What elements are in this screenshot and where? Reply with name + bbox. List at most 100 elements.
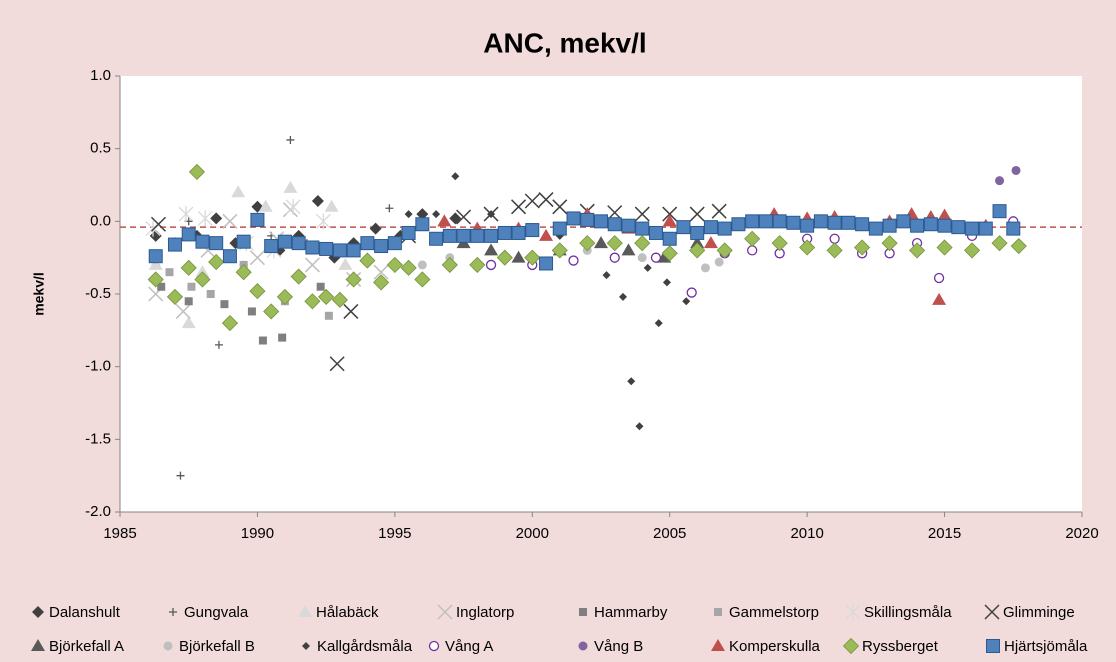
legend-label: Gammelstorp — [729, 604, 819, 621]
marker — [214, 340, 223, 349]
legend-marker — [845, 604, 861, 620]
y-tick-label: 0.5 — [90, 140, 111, 157]
x-tick-label: 2000 — [516, 525, 549, 542]
marker — [345, 271, 362, 288]
marker — [148, 249, 163, 264]
legend-label: Gungvala — [184, 604, 249, 621]
marker — [451, 172, 460, 181]
x-tick-label: 1995 — [378, 525, 411, 542]
marker — [487, 210, 496, 219]
marker — [497, 225, 512, 240]
marker — [222, 249, 237, 264]
marker — [157, 282, 166, 291]
marker — [437, 214, 452, 227]
marker — [184, 297, 193, 306]
marker — [400, 259, 417, 276]
marker — [995, 176, 1005, 186]
legend-marker — [302, 642, 310, 650]
marker — [470, 228, 485, 243]
marker — [650, 252, 662, 263]
legend-label: Skillingsmåla — [864, 604, 952, 621]
marker — [176, 471, 185, 480]
y-tick-label: -2.0 — [85, 503, 111, 520]
marker — [799, 239, 816, 256]
x-tick-label: 1985 — [103, 525, 136, 542]
marker — [209, 236, 224, 251]
marker — [165, 268, 174, 277]
marker — [311, 194, 324, 207]
marker — [338, 257, 353, 270]
marker — [442, 228, 457, 243]
marker — [181, 316, 196, 329]
marker — [786, 215, 801, 230]
marker — [951, 220, 966, 235]
x-tick-label: 2005 — [653, 525, 686, 542]
legend-marker — [579, 608, 587, 616]
marker — [290, 268, 307, 285]
marker — [319, 241, 334, 256]
marker — [552, 199, 568, 215]
marker — [369, 222, 382, 235]
legend-label: Björkefall B — [179, 638, 255, 655]
legend-label: Hjärtsjömåla — [1004, 638, 1088, 655]
marker — [258, 199, 273, 212]
marker — [485, 259, 497, 271]
marker — [283, 180, 298, 193]
marker — [690, 225, 705, 240]
marker — [346, 243, 361, 258]
legend-marker — [437, 604, 453, 620]
marker — [250, 212, 265, 227]
marker — [496, 249, 513, 266]
marker — [285, 198, 301, 215]
marker — [197, 210, 213, 227]
marker — [304, 257, 320, 273]
marker — [166, 288, 184, 305]
legend-marker — [32, 606, 44, 618]
marker — [909, 242, 926, 259]
marker — [744, 230, 761, 247]
marker — [147, 271, 164, 288]
marker — [662, 206, 678, 222]
marker — [910, 218, 925, 233]
marker — [264, 239, 279, 254]
marker — [188, 163, 206, 180]
marker — [469, 256, 486, 273]
marker — [315, 213, 331, 230]
marker — [1011, 165, 1021, 175]
y-tick-label: 1.0 — [90, 67, 111, 84]
marker — [195, 265, 210, 278]
marker — [249, 283, 266, 300]
marker — [1006, 221, 1021, 236]
marker — [386, 256, 403, 273]
marker — [222, 213, 238, 229]
y-tick-label: 0.0 — [90, 212, 111, 229]
marker — [827, 215, 842, 230]
marker — [716, 242, 733, 259]
marker — [414, 271, 431, 288]
legend-marker — [428, 640, 440, 652]
marker — [373, 274, 390, 291]
marker — [524, 193, 540, 209]
marker — [441, 256, 458, 273]
y-tick-label: -0.5 — [85, 285, 111, 302]
marker — [175, 303, 191, 319]
marker — [304, 293, 321, 310]
marker — [717, 221, 732, 236]
marker — [511, 250, 526, 263]
marker — [826, 242, 843, 259]
marker — [937, 208, 952, 221]
marker — [800, 218, 815, 233]
marker — [318, 288, 335, 305]
marker — [607, 217, 622, 232]
marker — [731, 217, 746, 232]
marker — [387, 236, 402, 251]
marker — [511, 225, 526, 240]
marker — [965, 221, 980, 236]
marker — [661, 245, 678, 262]
marker — [618, 292, 627, 301]
legend-label: Hålabäck — [316, 604, 379, 621]
x-tick-label: 1990 — [241, 525, 274, 542]
marker — [551, 242, 568, 259]
marker — [700, 263, 710, 273]
